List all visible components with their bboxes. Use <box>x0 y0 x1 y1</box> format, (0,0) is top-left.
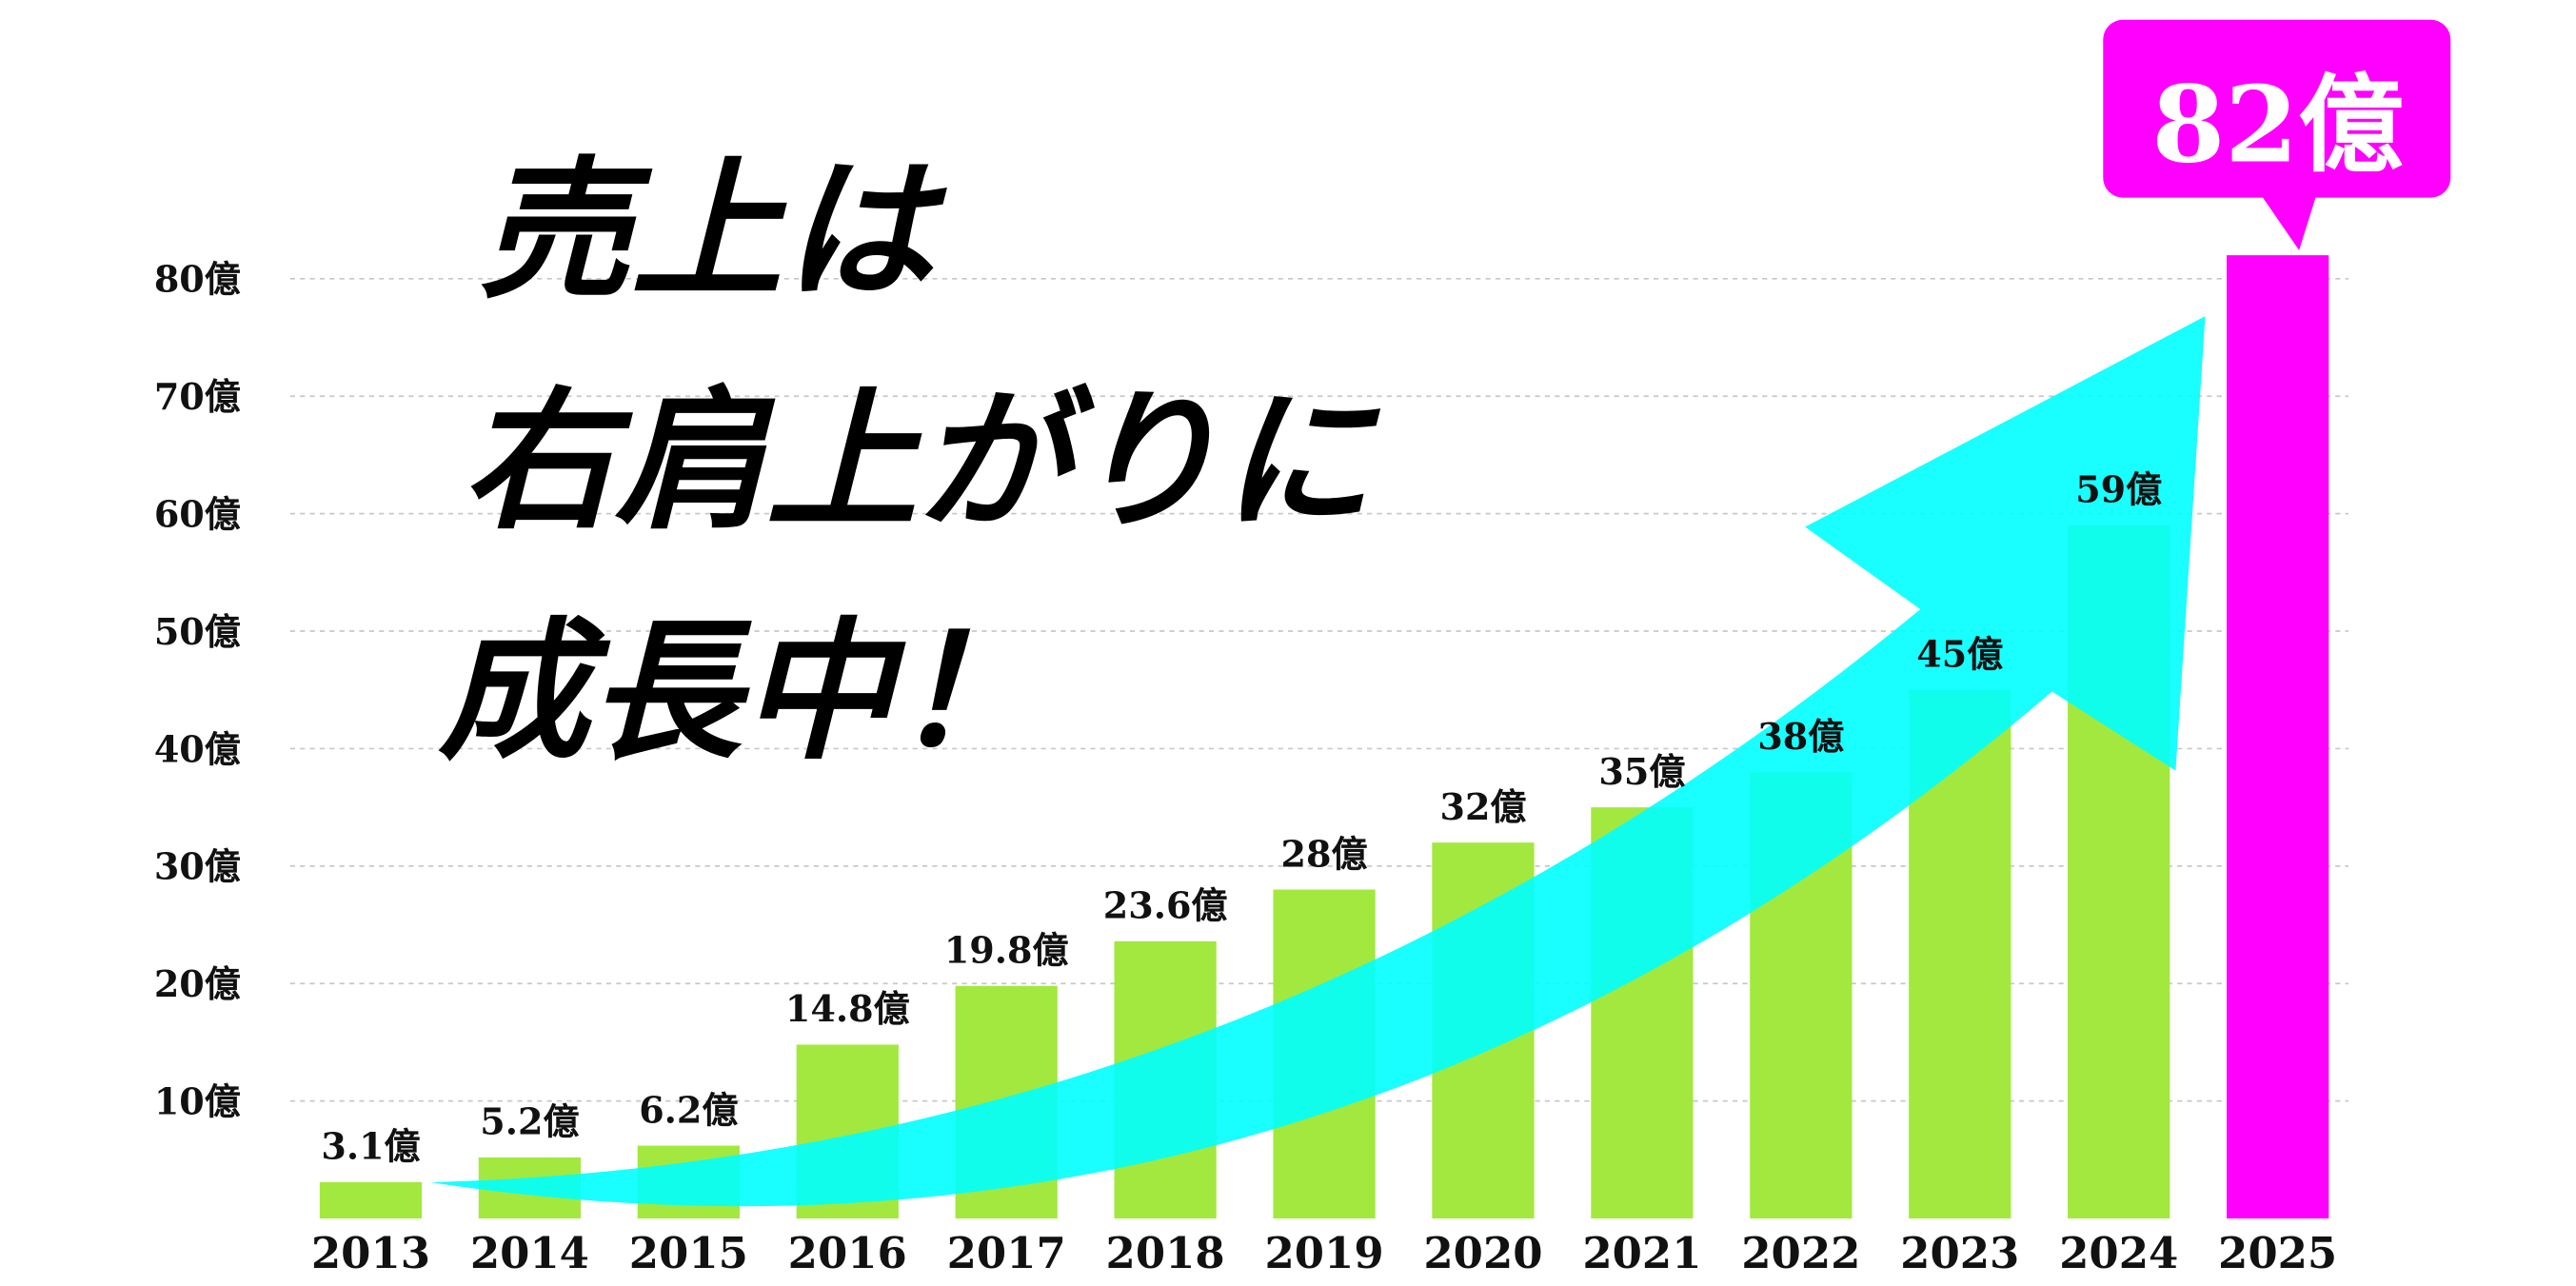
value-label: 38億 <box>1757 715 1844 758</box>
value-label: 3.1億 <box>321 1125 420 1168</box>
title-line: 成長中！ <box>438 603 1044 781</box>
callout <box>2103 19 2451 250</box>
value-label: 35億 <box>1598 750 1685 793</box>
x-tick-label: 2013 <box>311 1228 430 1278</box>
y-tick-label: 60億 <box>154 492 241 535</box>
title-line: 売上は <box>480 143 947 320</box>
x-tick-label: 2022 <box>1741 1228 1860 1278</box>
x-tick-label: 2025 <box>2218 1228 2337 1278</box>
y-tick-label: 20億 <box>154 962 241 1005</box>
value-label: 5.2億 <box>480 1100 579 1143</box>
value-label: 28億 <box>1281 832 1368 875</box>
x-tick-label: 2016 <box>788 1228 907 1278</box>
title: 売上は 右肩上がりに 成長中！ <box>438 143 1381 781</box>
value-label: 14.8億 <box>785 987 910 1030</box>
value-label: 19.8億 <box>944 929 1069 972</box>
value-label: 82億 <box>2151 64 2404 188</box>
y-tick-label: 10億 <box>154 1080 241 1123</box>
value-label: 6.2億 <box>639 1088 738 1131</box>
x-tick-label: 2024 <box>2059 1228 2178 1278</box>
x-tick-label: 2017 <box>947 1228 1066 1278</box>
value-label: 32億 <box>1439 785 1526 828</box>
growth-arrow <box>429 316 2206 1207</box>
y-tick-label: 50億 <box>154 610 241 653</box>
x-tick-label: 2019 <box>1264 1228 1383 1278</box>
value-label: 23.6億 <box>1103 884 1228 927</box>
x-tick-label: 2015 <box>629 1228 748 1278</box>
x-tick-label: 2023 <box>1900 1228 2019 1278</box>
title-line: 右肩上がりに <box>463 373 1381 550</box>
y-tick-label: 30億 <box>154 845 241 888</box>
y-tick-label: 70億 <box>154 375 241 418</box>
x-tick-label: 2014 <box>470 1228 589 1278</box>
x-tick-label: 2018 <box>1106 1228 1225 1278</box>
grid: 10億 20億 30億 40億 50億 60億 70億 80億 <box>154 258 2349 1123</box>
value-label: 59億 <box>2075 468 2162 511</box>
value-label: 45億 <box>1916 633 2003 676</box>
x-tick-label: 2021 <box>1582 1228 1701 1278</box>
bar <box>319 1181 423 1219</box>
bar <box>2227 255 2329 1219</box>
labels: 2013 3.1億 2014 5.2億 2015 6.2億 2016 14.8億 2017 19.… <box>311 19 2451 1278</box>
bars <box>319 255 2329 1219</box>
x-tick-label: 2020 <box>1423 1228 1542 1278</box>
y-tick-label: 40億 <box>154 727 241 770</box>
y-tick-label: 80億 <box>154 258 241 301</box>
